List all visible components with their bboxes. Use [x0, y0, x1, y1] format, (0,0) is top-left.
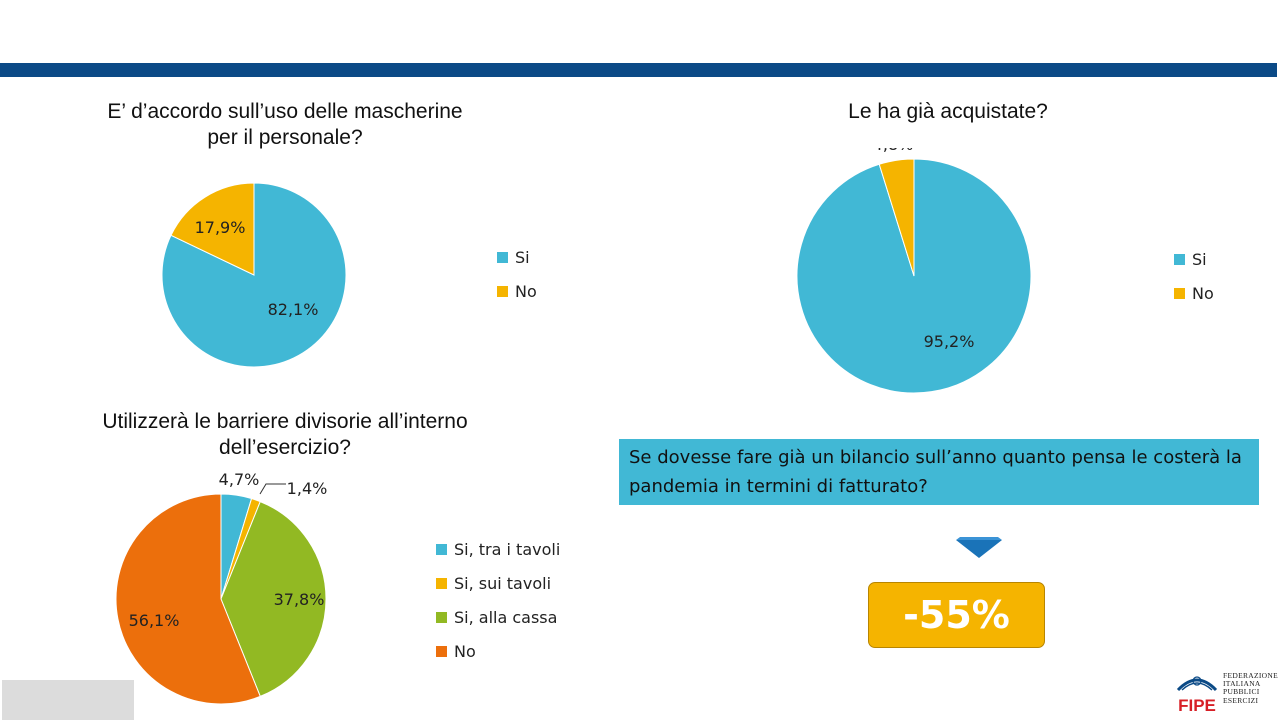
- chart-2-title: Le ha già acquistate?: [798, 99, 1098, 125]
- chart-3-title-line-2: dell’esercizio?: [219, 436, 351, 459]
- logo-text-line: FEDERAZIONE: [1223, 671, 1278, 680]
- pie-data-label: 56,1%: [129, 611, 180, 630]
- legend-label: Si, tra i tavoli: [454, 539, 561, 559]
- chart-1-title-line-1: E’ d’accordo sull’uso delle mascherine: [107, 100, 463, 123]
- logo-text-line: ITALIANA: [1223, 679, 1261, 689]
- legend-label: No: [515, 281, 537, 301]
- fipe-logo-text: FEDERAZIONE ITALIANA PUBBLICI ESERCIZI: [1223, 671, 1278, 705]
- legend-swatch: [436, 645, 447, 657]
- chart-2-title-line-1: Le ha già acquistate?: [848, 100, 1048, 123]
- fipe-logo: FIPE FEDERAZIONE ITALIANA PUBBLICI ESERC…: [1172, 668, 1280, 716]
- legend-swatch: [497, 285, 508, 297]
- legend-swatch: [1174, 253, 1185, 265]
- logo-text-line: ESERCIZI: [1223, 695, 1259, 705]
- pie-slice: [170, 182, 255, 276]
- legend-item: Si, sui tavoli: [436, 566, 560, 600]
- pie-data-label: 37,8%: [274, 590, 325, 609]
- chart-3-title-line-1: Utilizzerà le barriere divisorie all’int…: [102, 410, 468, 433]
- legend-label: No: [454, 641, 476, 661]
- legend-swatch: [436, 611, 447, 623]
- result-badge: -55%: [868, 582, 1045, 648]
- pie-data-label: 4,7%: [219, 470, 260, 489]
- header-bar: [0, 63, 1277, 77]
- logo-text-line: PUBBLICI: [1223, 687, 1260, 697]
- pie-slice: [878, 158, 915, 277]
- chart-2-legend: Si No: [1174, 242, 1214, 310]
- pie-data-label: 17,9%: [195, 218, 246, 237]
- legend-swatch: [436, 577, 447, 589]
- legend-item: Si: [497, 240, 537, 274]
- legend-label: No: [1192, 283, 1214, 303]
- pie-slice: [115, 493, 261, 705]
- chart-2-pie: 95,2% 4,8%: [796, 148, 1032, 394]
- legend-item: Si: [1174, 242, 1214, 276]
- pie-data-label: 82,1%: [268, 300, 319, 319]
- chart-3-pie: 4,7% 1,4% 37,8% 56,1%: [115, 470, 328, 705]
- chart-1-title-line-2: per il personale?: [207, 126, 363, 149]
- legend-label: Si, sui tavoli: [454, 573, 552, 593]
- chart-1-legend: Si No: [497, 240, 537, 308]
- svg-text:FIPE: FIPE: [1178, 696, 1216, 715]
- down-arrow-icon: [956, 537, 1002, 558]
- chart-3-title: Utilizzerà le barriere divisorie all’int…: [40, 409, 530, 461]
- legend-item: Si, alla cassa: [436, 600, 560, 634]
- footer-gray-box: [2, 680, 134, 720]
- pie-data-label: 4,8%: [873, 148, 914, 154]
- chart-1-title: E’ d’accordo sull’uso delle mascherine p…: [40, 99, 530, 151]
- pie-data-label: 95,2%: [924, 332, 975, 351]
- legend-item: No: [436, 634, 560, 668]
- pie-data-label: 1,4%: [287, 479, 328, 498]
- label-leader-line: [259, 483, 286, 495]
- legend-label: Si, alla cassa: [454, 607, 558, 627]
- legend-label: Si: [515, 247, 530, 267]
- fipe-logo-mark: FIPE: [1176, 676, 1218, 715]
- question-box: Se dovesse fare già un bilancio sull’ann…: [619, 439, 1259, 505]
- legend-item: No: [1174, 276, 1214, 310]
- legend-swatch: [1174, 287, 1185, 299]
- legend-swatch: [497, 251, 508, 263]
- chart-3-legend: Si, tra i tavoli Si, sui tavoli Si, alla…: [436, 532, 560, 668]
- legend-item: No: [497, 274, 537, 308]
- chart-1-pie: 82,1% 17,9%: [161, 182, 347, 368]
- pie-slice: [220, 500, 327, 698]
- legend-item: Si, tra i tavoli: [436, 532, 560, 566]
- legend-swatch: [436, 543, 447, 555]
- legend-label: Si: [1192, 249, 1207, 269]
- pie-slice: [161, 182, 347, 368]
